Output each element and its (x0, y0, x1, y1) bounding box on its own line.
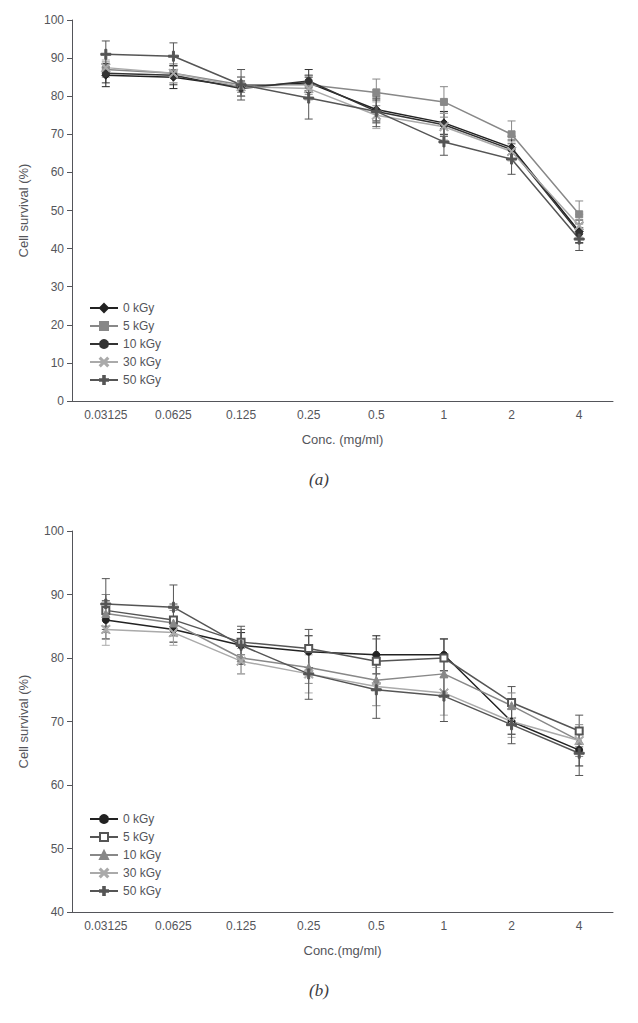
svg-text:0.25: 0.25 (297, 919, 321, 933)
svg-text:100: 100 (44, 13, 64, 27)
svg-text:60: 60 (51, 165, 65, 179)
svg-text:(a): (a) (309, 470, 329, 489)
svg-text:0: 0 (57, 394, 64, 408)
svg-text:0.5: 0.5 (368, 408, 385, 422)
svg-text:70: 70 (51, 127, 65, 141)
svg-text:0 kGy: 0 kGy (123, 301, 154, 315)
svg-text:0.03125: 0.03125 (84, 919, 128, 933)
svg-text:0.03125: 0.03125 (84, 408, 128, 422)
svg-text:90: 90 (51, 588, 65, 602)
svg-text:0.0625: 0.0625 (155, 919, 192, 933)
svg-text:5 kGy: 5 kGy (123, 830, 154, 844)
svg-text:60: 60 (51, 778, 65, 792)
svg-text:70: 70 (51, 715, 65, 729)
svg-text:30 kGy: 30 kGy (123, 355, 161, 369)
svg-text:90: 90 (51, 51, 65, 65)
svg-text:1: 1 (441, 919, 448, 933)
svg-text:4: 4 (576, 919, 583, 933)
svg-text:10 kGy: 10 kGy (123, 848, 161, 862)
svg-text:(b): (b) (309, 981, 329, 1000)
svg-text:0.125: 0.125 (226, 408, 256, 422)
svg-text:0.125: 0.125 (226, 919, 256, 933)
svg-text:100: 100 (44, 524, 64, 538)
svg-text:0.25: 0.25 (297, 408, 321, 422)
svg-text:50 kGy: 50 kGy (123, 884, 161, 898)
svg-text:4: 4 (576, 408, 583, 422)
svg-text:2: 2 (508, 919, 515, 933)
svg-text:Cell survival (%): Cell survival (%) (16, 675, 31, 769)
svg-text:30 kGy: 30 kGy (123, 866, 161, 880)
svg-text:80: 80 (51, 89, 65, 103)
svg-text:50: 50 (51, 842, 65, 856)
svg-text:30: 30 (51, 280, 65, 294)
svg-text:20: 20 (51, 318, 65, 332)
svg-text:10: 10 (51, 356, 65, 370)
svg-text:1: 1 (441, 408, 448, 422)
svg-text:0.0625: 0.0625 (155, 408, 192, 422)
svg-text:0 kGy: 0 kGy (123, 812, 154, 826)
svg-text:50: 50 (51, 204, 65, 218)
svg-text:80: 80 (51, 651, 65, 665)
svg-text:Conc. (mg/ml): Conc. (mg/ml) (302, 432, 384, 447)
svg-text:10 kGy: 10 kGy (123, 337, 161, 351)
svg-text:Cell survival (%): Cell survival (%) (16, 164, 31, 258)
svg-text:5 kGy: 5 kGy (123, 319, 154, 333)
svg-text:50 kGy: 50 kGy (123, 373, 161, 387)
svg-text:40: 40 (51, 242, 65, 256)
svg-text:0.5: 0.5 (368, 919, 385, 933)
svg-text:Conc.(mg/ml): Conc.(mg/ml) (303, 943, 381, 958)
svg-text:40: 40 (51, 905, 65, 919)
svg-text:2: 2 (508, 408, 515, 422)
